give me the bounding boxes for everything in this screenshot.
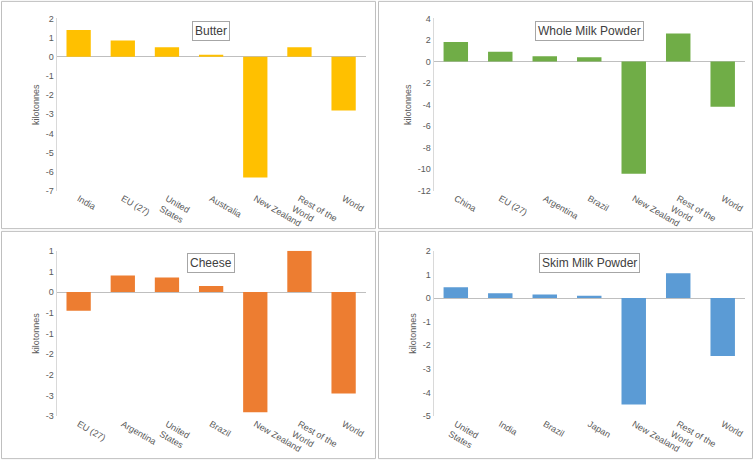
svg-text:World: World: [340, 419, 365, 439]
svg-text:Whole Milk Powder: Whole Milk Powder: [538, 24, 641, 38]
svg-text:-3: -3: [46, 109, 54, 119]
svg-text:New Zealand: New Zealand: [630, 193, 681, 228]
svg-text:Rest of theWorld: Rest of theWorld: [290, 193, 339, 234]
svg-text:UnitedStates: UnitedStates: [158, 419, 191, 451]
svg-text:kilotonnes: kilotonnes: [31, 313, 41, 354]
svg-text:New Zealand: New Zealand: [630, 419, 681, 454]
svg-text:Argentina: Argentina: [542, 193, 580, 221]
svg-text:1: 1: [49, 33, 54, 43]
svg-text:1: 1: [426, 270, 431, 280]
svg-text:China: China: [453, 193, 478, 213]
svg-text:-5: -5: [46, 148, 54, 158]
svg-text:2: 2: [426, 246, 431, 256]
svg-text:Butter: Butter: [195, 24, 227, 38]
svg-text:Cheese: Cheese: [190, 256, 232, 270]
svg-text:kilotonnes: kilotonnes: [31, 84, 41, 125]
svg-text:-2: -2: [423, 340, 431, 350]
svg-text:Brazil: Brazil: [586, 193, 610, 213]
svg-text:Skim Milk Powder: Skim Milk Powder: [542, 256, 637, 270]
svg-text:-2: -2: [423, 78, 431, 88]
svg-text:Brazil: Brazil: [542, 419, 566, 439]
svg-text:-3: -3: [423, 364, 431, 374]
svg-text:4: 4: [426, 14, 431, 24]
svg-text:World: World: [719, 419, 744, 439]
svg-text:-12: -12: [418, 186, 431, 196]
svg-text:-6: -6: [423, 121, 431, 131]
svg-text:Japan: Japan: [586, 419, 612, 440]
svg-text:India: India: [497, 419, 519, 437]
svg-text:New Zealand: New Zealand: [252, 193, 303, 228]
svg-text:-7: -7: [46, 186, 54, 196]
svg-text:EU (27): EU (27): [75, 419, 107, 443]
svg-text:-2: -2: [46, 90, 54, 100]
svg-text:-3: -3: [46, 391, 54, 401]
svg-text:Rest of theWorld: Rest of theWorld: [669, 193, 718, 234]
svg-text:-6: -6: [46, 167, 54, 177]
svg-text:-3: -3: [46, 411, 54, 421]
svg-text:-4: -4: [46, 129, 54, 139]
svg-text:Brazil: Brazil: [208, 419, 232, 439]
svg-text:Argentina: Argentina: [120, 419, 158, 447]
svg-text:1: 1: [49, 267, 54, 277]
svg-text:-5: -5: [423, 411, 431, 421]
svg-text:0: 0: [49, 52, 54, 62]
svg-text:-2: -2: [46, 349, 54, 359]
svg-text:-10: -10: [418, 164, 431, 174]
svg-text:EU (27): EU (27): [497, 193, 529, 217]
svg-text:UnitedStates: UnitedStates: [158, 193, 191, 225]
svg-text:New Zealand: New Zealand: [252, 419, 303, 454]
svg-text:-4: -4: [423, 100, 431, 110]
svg-text:Rest of theWorld: Rest of theWorld: [669, 419, 718, 460]
svg-text:kilotonnes: kilotonnes: [408, 313, 418, 354]
svg-text:Rest of theWorld: Rest of theWorld: [290, 419, 339, 460]
svg-text:1: 1: [49, 246, 54, 256]
svg-text:0: 0: [426, 57, 431, 67]
svg-text:-4: -4: [423, 388, 431, 398]
svg-text:kilotonnes: kilotonnes: [403, 84, 413, 125]
svg-text:Australia: Australia: [208, 193, 243, 219]
svg-text:UnitedStates: UnitedStates: [447, 419, 480, 451]
svg-text:0: 0: [49, 287, 54, 297]
svg-text:-1: -1: [46, 329, 54, 339]
svg-text:EU (27): EU (27): [120, 193, 152, 217]
svg-text:-2: -2: [46, 370, 54, 380]
svg-text:2: 2: [426, 35, 431, 45]
svg-text:-1: -1: [46, 308, 54, 318]
svg-text:World: World: [340, 193, 365, 213]
svg-text:2: 2: [49, 14, 54, 24]
svg-text:India: India: [75, 193, 97, 211]
svg-text:-1: -1: [46, 71, 54, 81]
svg-text:-8: -8: [423, 143, 431, 153]
svg-text:0: 0: [426, 293, 431, 303]
svg-text:World: World: [719, 193, 744, 213]
svg-text:-1: -1: [423, 317, 431, 327]
